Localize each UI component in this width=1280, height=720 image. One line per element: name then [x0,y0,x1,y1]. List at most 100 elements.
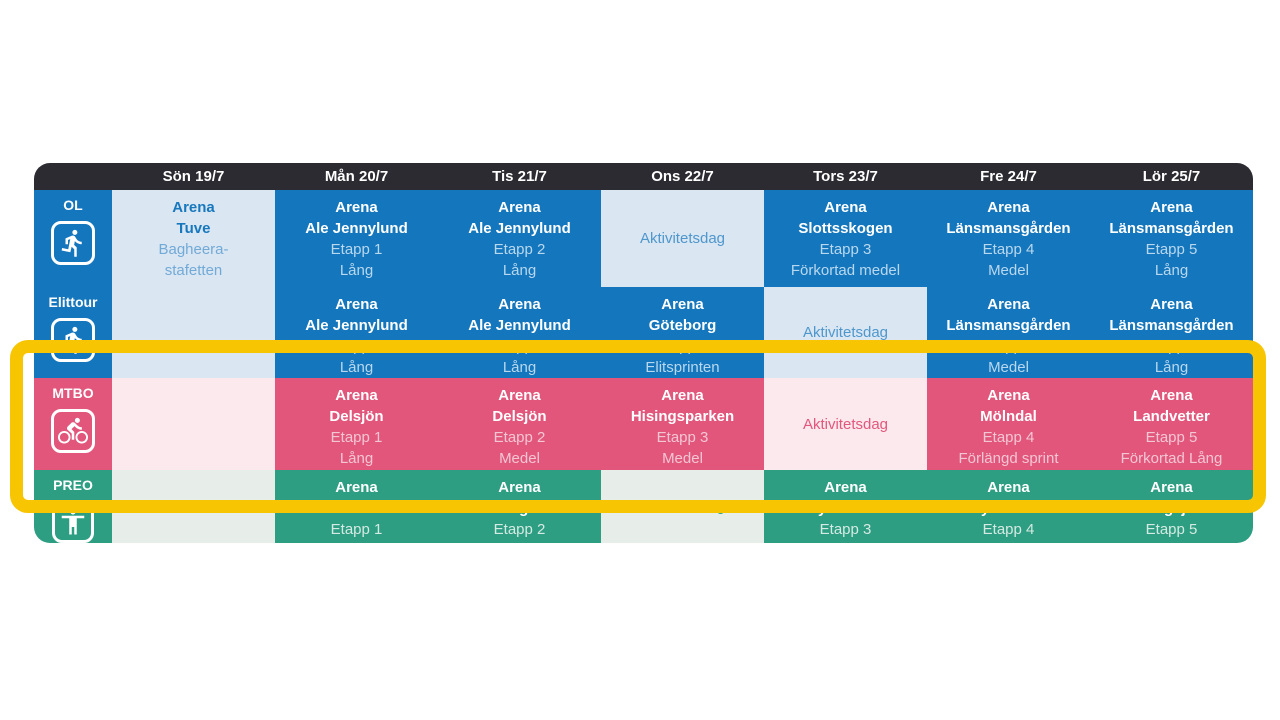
cell-line: Etapp 5 [1145,429,1198,446]
cell-line: Arena [335,296,378,313]
standing-person-icon [52,501,94,543]
runner-icon [51,318,95,362]
day-header-mon: Mån 20/7 [275,163,438,190]
cell-line: Etapp 4 [982,521,1035,538]
cell-line: Medel [499,450,540,467]
cell-line: Etapp 2 [493,241,546,258]
cell-line: Lång [502,359,537,376]
cell-line: Etapp 4 [982,338,1035,355]
cell-line: Medel [662,450,703,467]
cell-line: Etapp 2 [493,429,546,446]
cell-line: Arena [335,199,378,216]
cell-elittour-sun-empty [112,287,275,378]
day-header-fri: Fre 24/7 [927,163,1090,190]
cell-line: Medel [988,262,1029,279]
row-label-preo: PREO [34,470,112,543]
cell-line: Nya Varvet [807,500,884,517]
cell-line: Etapp 2 [493,521,546,538]
cell-line: Arena [498,479,541,496]
row-label-ol: OL [34,190,112,287]
cell-line: Etapp 1 [330,429,383,446]
day-header-wed: Ons 22/7 [601,163,764,190]
day-header-sun: Sön 19/7 [112,163,275,190]
cell-line: Hisingsparken [630,408,735,425]
cell-line: Arena [987,199,1030,216]
cell-line: Lång [339,262,374,279]
cell-line: Länsmansgården [946,220,1071,237]
cell-line: Lång [339,450,374,467]
cell-ol-thu: Arena Slottsskogen Etapp 3 Förkortad med… [764,190,927,287]
cell-line: Medel [988,359,1029,376]
cell-line: Ale Jennylund [468,317,571,334]
cell-line: Länsmansgården [1109,317,1234,334]
cell-line: Kungälv [489,500,550,517]
cell-line: Arena [824,199,867,216]
cell-line: Delsjön [329,408,384,425]
cell-line: Mölndal [980,408,1037,425]
cell-line: Etapp 1 [330,521,383,538]
cell-mtbo-mon: Arena Delsjön Etapp 1 Lång [275,378,438,470]
cell-line: Lång [1154,359,1189,376]
cell-line: Arena [824,479,867,496]
activity-day-label: Aktivitetsdag [802,324,889,341]
cell-line: Länsmansgården [1109,220,1234,237]
cell-ol-sat: Arena Länsmansgården Etapp 5 Lång [1090,190,1253,287]
cell-line: Landvetter [1133,408,1210,425]
event-schedule-table: Sön 19/7 Mån 20/7 Tis 21/7 Ons 22/7 Tors… [34,163,1253,543]
cell-line: Förkortad Lång [1120,450,1223,467]
cell-elittour-thu-activity: Aktivitetsdag [764,287,927,378]
cell-line: Bagheera- [158,241,229,258]
cell-line: Etapp 1 [330,338,383,355]
cell-elittour-fri: Arena Länsmansgården Etapp 4 Medel [927,287,1090,378]
cell-preo-mon: Arena Billdal Etapp 1 [275,470,438,543]
row-label-mtbo: MTBO [34,378,112,470]
cell-line: Ale Jennylund [305,220,408,237]
cell-line: Lång [502,262,537,279]
cell-line: stafetten [164,262,223,279]
cell-ol-wed-activity: Aktivitetsdag [601,190,764,287]
cell-preo-thu: Arena Nya Varvet Etapp 3 [764,470,927,543]
cell-line: Nya Varvet [970,500,1047,517]
activity-day-label: Aktivitetsdag [802,415,889,433]
cell-line: Etapp 3 [819,521,872,538]
cell-line: Arena [498,387,541,404]
cell-elittour-wed: Arena Göteborg Etapp 3 Elitsprinten [601,287,764,378]
cell-line: Arena [661,296,704,313]
cell-elittour-tue: Arena Ale Jennylund Etapp 2 Lång [438,287,601,378]
cell-ol-fri: Arena Länsmansgården Etapp 4 Medel [927,190,1090,287]
cell-line: Lång [1154,262,1189,279]
cell-line: Etapp 3 [656,429,709,446]
cell-line: Arena [661,387,704,404]
cell-preo-sun-empty [112,470,275,543]
cell-line: Arena [335,387,378,404]
runner-icon [51,221,95,265]
cell-line: Göteborg [648,317,717,334]
cell-line: Ale Jennylund [305,317,408,334]
cell-elittour-mon: Arena Ale Jennylund Etapp 1 Lång [275,287,438,378]
cell-line: Lång [339,359,374,376]
cell-mtbo-wed: Arena Hisingsparken Etapp 3 Medel [601,378,764,470]
cell-mtbo-fri: Arena Mölndal Etapp 4 Förlängd sprint [927,378,1090,470]
cell-line: Arena [498,199,541,216]
cell-mtbo-sun-empty [112,378,275,470]
day-header-tue: Tis 21/7 [438,163,601,190]
cell-line: Länsmansgården [946,317,1071,334]
cell-mtbo-sat: Arena Landvetter Etapp 5 Förkortad Lång [1090,378,1253,470]
cell-mtbo-thu-activity: Aktivitetsdag [764,378,927,470]
cell-line: Förlängd sprint [958,450,1059,467]
cell-preo-tue: Arena Kungälv Etapp 2 [438,470,601,543]
header-corner-cell [34,163,112,190]
cell-line: Arena [1150,199,1193,216]
cell-line: Delsjön [492,408,547,425]
cell-line: Arena [987,387,1030,404]
cell-line: Arena [498,296,541,313]
cell-line: Ale Jennylund [468,220,571,237]
row-label-elittour: Elittour [34,287,112,378]
cell-line: Arena [172,199,215,216]
cell-preo-fri: Arena Nya Varvet Etapp 4 [927,470,1090,543]
day-header-sat: Lör 25/7 [1090,163,1253,190]
cell-ol-sun: Arena Tuve Bagheera- stafetten [112,190,275,287]
cell-line: Etapp 5 [1145,338,1198,355]
cell-line: Billdal [333,500,379,517]
